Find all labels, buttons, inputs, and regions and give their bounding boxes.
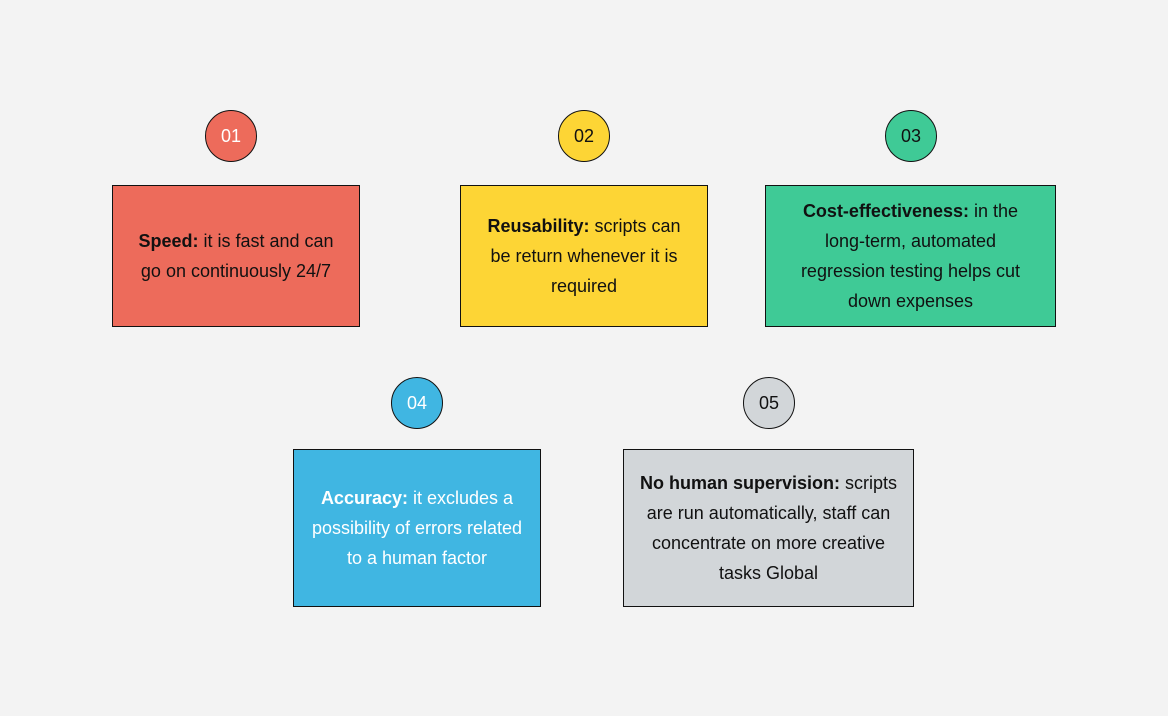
card-text: scripts can be return whenever it is req…	[490, 216, 681, 296]
step-number: 01	[220, 125, 242, 146]
card-title: Accuracy:	[320, 488, 408, 508]
step-badge-04: 04	[391, 377, 443, 429]
step-badge-05: 05	[743, 377, 795, 429]
step-number: 03	[900, 125, 922, 146]
card-cost-effectiveness: Cost-effectiveness: in the long-term, au…	[765, 185, 1056, 327]
card-text: it is fast and can go on continuously 24…	[140, 231, 334, 281]
card-reusability: Reusability: scripts can be return whene…	[460, 185, 708, 327]
card-title: Reusability:	[487, 216, 590, 236]
card-title: Speed:	[138, 231, 199, 251]
card-no-human-supervision: No human supervision: scripts are run au…	[623, 449, 914, 607]
card-text: it excludes a possibility of errors rela…	[311, 488, 523, 568]
card-title: No human supervision:	[639, 473, 840, 493]
step-number: 02	[573, 125, 595, 146]
step-number: 04	[406, 392, 428, 413]
card-accuracy: Accuracy: it excludes a possibility of e…	[293, 449, 541, 607]
step-badge-02: 02	[558, 110, 610, 162]
step-badge-01: 01	[205, 110, 257, 162]
card-text: in the long-term, automated regression t…	[800, 201, 1021, 311]
step-number: 05	[758, 392, 780, 413]
card-text: scripts are run automatically, staff can…	[646, 473, 898, 583]
step-badge-03: 03	[885, 110, 937, 162]
card-title: Cost-effectiveness:	[802, 201, 969, 221]
card-speed: Speed: it is fast and can go on continuo…	[112, 185, 360, 327]
